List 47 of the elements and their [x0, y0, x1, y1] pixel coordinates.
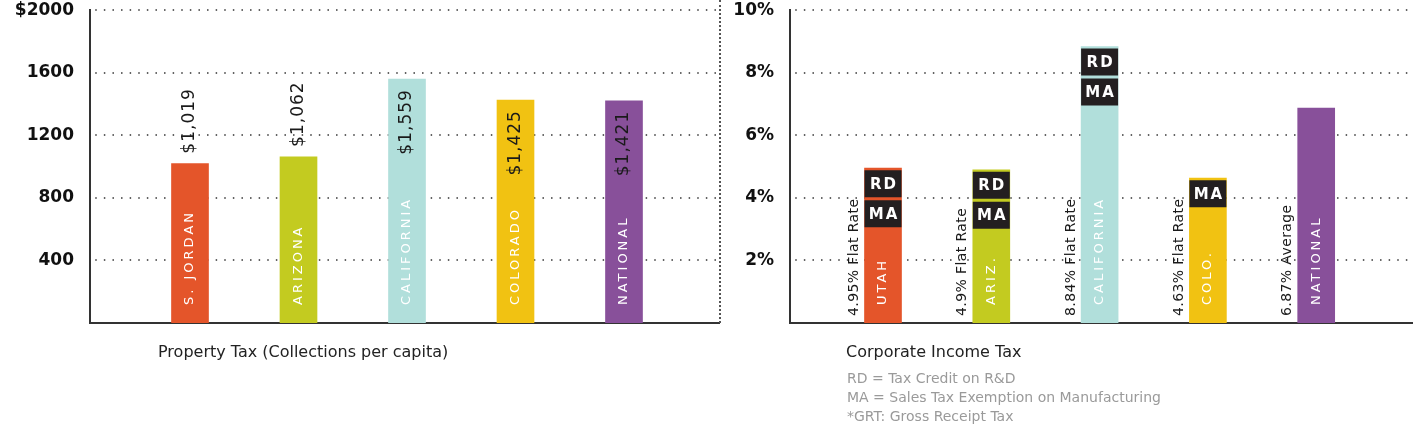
y-tick-label: 2% — [745, 248, 774, 269]
y-tick-label: 800 — [38, 186, 75, 207]
y-tick-label: 6% — [745, 123, 774, 144]
bar — [605, 100, 643, 323]
annotation: MA — [868, 204, 900, 223]
x-tick-label: COLO. — [1199, 250, 1215, 305]
annotation: MA — [1085, 82, 1116, 101]
x-tick-label: CALIFORNIA — [398, 196, 414, 305]
annotation: RD — [1086, 52, 1115, 71]
data-label: 4.95% Flat Rate — [845, 198, 862, 316]
x-tick-label: COLORADO — [506, 207, 522, 305]
annotation: MA — [1193, 184, 1225, 203]
data-label: 4.9% Flat Rate — [953, 207, 970, 316]
bar — [171, 163, 209, 323]
y-tick-label: 4% — [745, 186, 774, 207]
data-label: 6.87% Average — [1278, 204, 1295, 316]
bar — [1297, 107, 1336, 323]
x-tick-label: S. JORDAN — [181, 209, 197, 305]
x-axis-title: Corporate Income Tax — [846, 342, 1022, 362]
x-tick-label: NATIONAL — [1307, 215, 1323, 305]
y-tick-label: 10% — [733, 0, 774, 19]
x-tick-label: ARIZ. — [982, 255, 998, 305]
x-tick-label: UTAH — [874, 257, 890, 305]
data-label: 8.84% Flat Rate — [1061, 198, 1078, 316]
annotation: MA — [977, 206, 1008, 225]
text: RD = Tax Credit on R&D — [847, 369, 1016, 386]
text: *GRT: Gross Receipt Tax — [847, 407, 1014, 424]
data-label: $1,559 — [395, 89, 416, 155]
data-label: $1,421 — [612, 110, 633, 177]
data-label: $1,019 — [178, 88, 199, 154]
x-axis-title: Property Tax (Collections per capita) — [158, 342, 449, 362]
text: MA = Sales Tax Exemption on Manufacturing — [847, 388, 1161, 405]
data-label: $1,062 — [286, 81, 307, 147]
y-tick-label: 1600 — [26, 61, 75, 82]
bar — [279, 156, 318, 323]
data-label: $1,425 — [503, 110, 524, 176]
y-tick-label: 8% — [745, 61, 774, 82]
data-label: 4.63% Flat Rate — [1170, 198, 1187, 316]
bar — [388, 78, 426, 323]
y-tick-label: 1200 — [26, 123, 75, 144]
annotation: RD — [869, 174, 899, 193]
y-tick-label: 400 — [38, 248, 75, 269]
x-tick-label: ARIZONA — [289, 224, 305, 305]
x-tick-label: NATIONAL — [615, 215, 631, 305]
annotation: RD — [978, 176, 1007, 195]
x-tick-label: CALIFORNIA — [1090, 196, 1106, 305]
y-tick-label: $2000 — [14, 0, 75, 19]
